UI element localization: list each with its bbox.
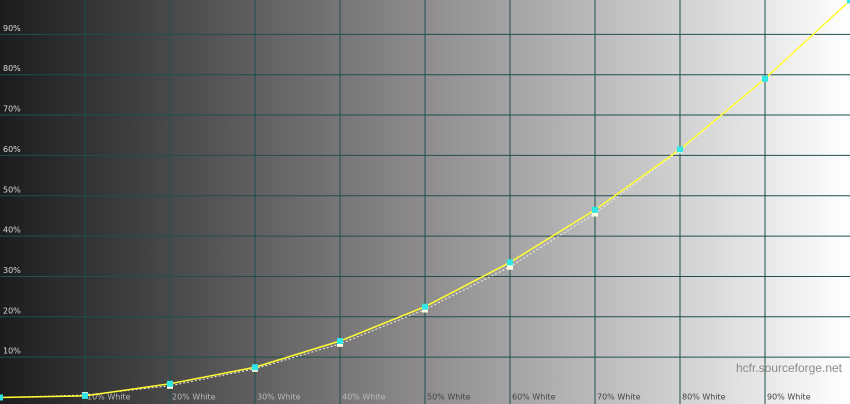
x-tick-label: 90% White (767, 393, 811, 402)
data-point (337, 338, 343, 345)
y-tick-label: 70% (3, 105, 21, 114)
y-tick-label: 60% (3, 145, 21, 154)
data-point (167, 380, 173, 387)
y-tick-label: 10% (3, 347, 21, 356)
data-point (507, 263, 513, 270)
data-point (252, 364, 258, 371)
data-point (592, 206, 598, 213)
y-tick-label: 50% (3, 185, 21, 194)
data-point (82, 392, 88, 399)
x-tick-label: 10% White (87, 393, 131, 402)
x-tick-label: 70% White (597, 393, 641, 402)
x-tick-label: 80% White (682, 393, 726, 402)
data-point (762, 75, 768, 82)
x-tick-label: 40% White (342, 393, 386, 402)
y-tick-label: 30% (3, 266, 21, 275)
y-tick-label: 20% (3, 306, 21, 315)
y-tick-label: 40% (3, 226, 21, 235)
data-point (0, 394, 3, 401)
data-point (592, 210, 598, 217)
data-point (507, 259, 513, 266)
watermark: hcfr.sourceforge.net (736, 361, 843, 375)
y-tick-label: 90% (3, 24, 21, 33)
y-tick-label: 80% (3, 64, 21, 73)
data-point (422, 303, 428, 310)
data-point (847, 0, 850, 4)
x-tick-label: 30% White (257, 393, 301, 402)
x-tick-label: 60% White (512, 393, 556, 402)
x-tick-label: 50% White (427, 393, 471, 402)
x-tick-label: 20% White (172, 393, 216, 402)
data-point (677, 146, 683, 153)
